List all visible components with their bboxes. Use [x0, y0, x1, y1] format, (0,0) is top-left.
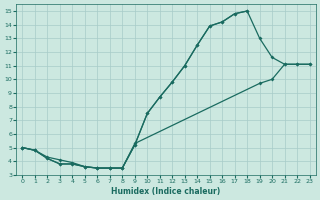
- X-axis label: Humidex (Indice chaleur): Humidex (Indice chaleur): [111, 187, 221, 196]
